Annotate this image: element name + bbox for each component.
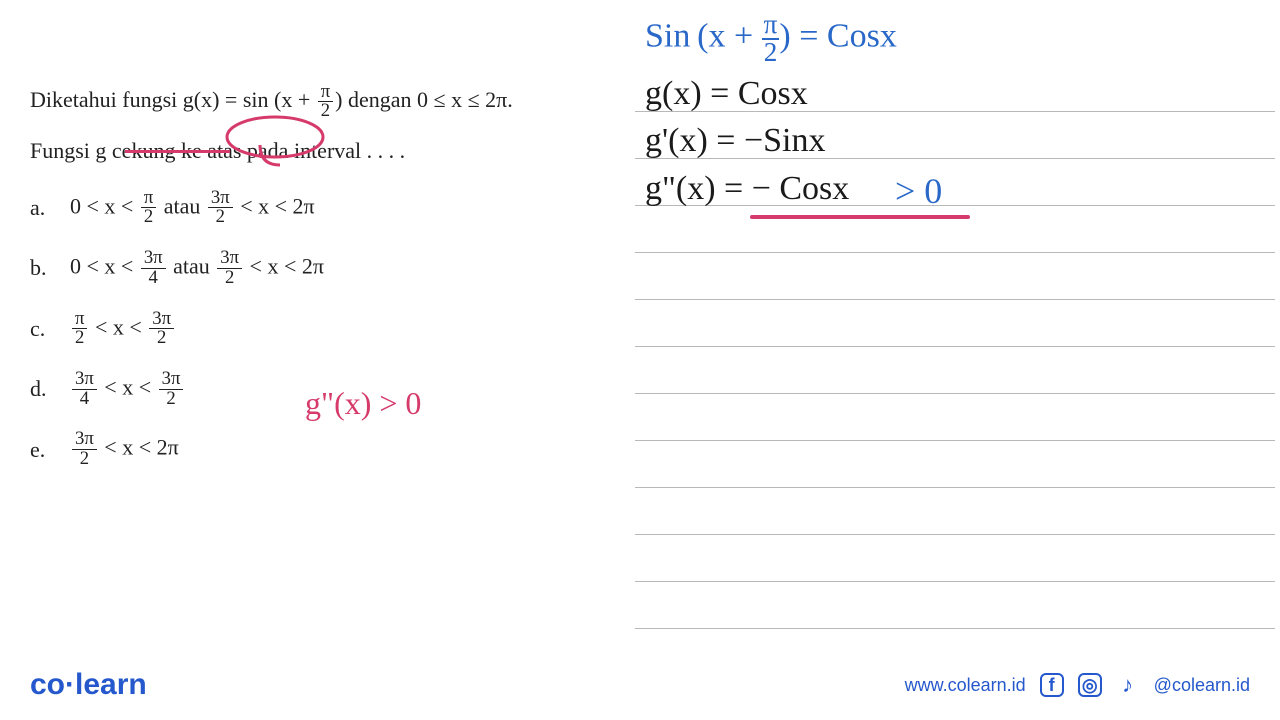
logo-learn: learn xyxy=(75,668,147,701)
work-panel: Sin (x + π2) = Cosx g(x) = Cosx g'(x) = … xyxy=(635,0,1275,620)
instagram-icon: ◎ xyxy=(1078,673,1102,697)
work-line-3: g'(x) = −Sinx xyxy=(645,122,825,160)
footer-right: www.colearn.id f ◎ ♪ @colearn.id xyxy=(905,673,1250,697)
option-label-d: d. xyxy=(30,376,70,402)
option-e: e. 3π2 < x < 2π xyxy=(30,430,630,468)
work-line-4-black: g"(x) = − Cosx xyxy=(645,170,849,208)
footer-url: www.colearn.id xyxy=(905,675,1026,696)
problem-pre: Diketahui fungsi g(x) = sin (x + xyxy=(30,87,316,112)
option-label-e: e. xyxy=(30,437,70,463)
circled-text: ke atas xyxy=(181,138,241,163)
logo-co: co xyxy=(30,668,65,701)
footer-handle: @colearn.id xyxy=(1154,675,1250,696)
problem-line-2: Fungsi g cekung ke atas pada interval . … xyxy=(30,131,630,171)
options-list: a. 0 < x < π2 atau 3π2 < x < 2π b. 0 < x… xyxy=(30,189,630,469)
option-label-b: b. xyxy=(30,255,70,281)
option-c: c. π2 < x < 3π2 xyxy=(30,310,630,348)
problem2-post: pada interval . . . . xyxy=(241,138,405,163)
option-d: d. 3π4 < x < 3π2 xyxy=(30,370,630,408)
problem-post: ) dengan 0 ≤ x ≤ 2π. xyxy=(335,87,513,112)
option-c-content: π2 < x < 3π2 xyxy=(70,310,176,348)
option-b-content: 0 < x < 3π4 atau 3π2 < x < 2π xyxy=(70,249,324,287)
work-line-4-blue: > 0 xyxy=(895,170,942,212)
red-underline-work xyxy=(750,215,970,219)
fraction-pi-2: π2 xyxy=(318,83,333,121)
option-b: b. 0 < x < 3π4 atau 3π2 < x < 2π xyxy=(30,249,630,287)
option-e-content: 3π2 < x < 2π xyxy=(70,430,179,468)
tiktok-icon: ♪ xyxy=(1116,673,1140,697)
footer: co·learn www.colearn.id f ◎ ♪ @colearn.i… xyxy=(0,660,1280,710)
option-label-c: c. xyxy=(30,316,70,342)
option-a: a. 0 < x < π2 atau 3π2 < x < 2π xyxy=(30,189,630,227)
logo: co·learn xyxy=(30,668,147,702)
option-label-a: a. xyxy=(30,195,70,221)
work-line-1: Sin (x + π2) = Cosx xyxy=(645,12,897,66)
option-a-content: 0 < x < π2 atau 3π2 < x < 2π xyxy=(70,189,315,227)
option-d-content: 3π4 < x < 3π2 xyxy=(70,370,185,408)
problem-panel: Diketahui fungsi g(x) = sin (x + π2) den… xyxy=(30,80,630,491)
facebook-icon: f xyxy=(1040,673,1064,697)
problem2-pre: Fungsi g cekung xyxy=(30,138,181,163)
problem-line-1: Diketahui fungsi g(x) = sin (x + π2) den… xyxy=(30,80,630,121)
work-line-2: g(x) = Cosx xyxy=(645,75,808,113)
logo-dot: · xyxy=(65,668,75,701)
